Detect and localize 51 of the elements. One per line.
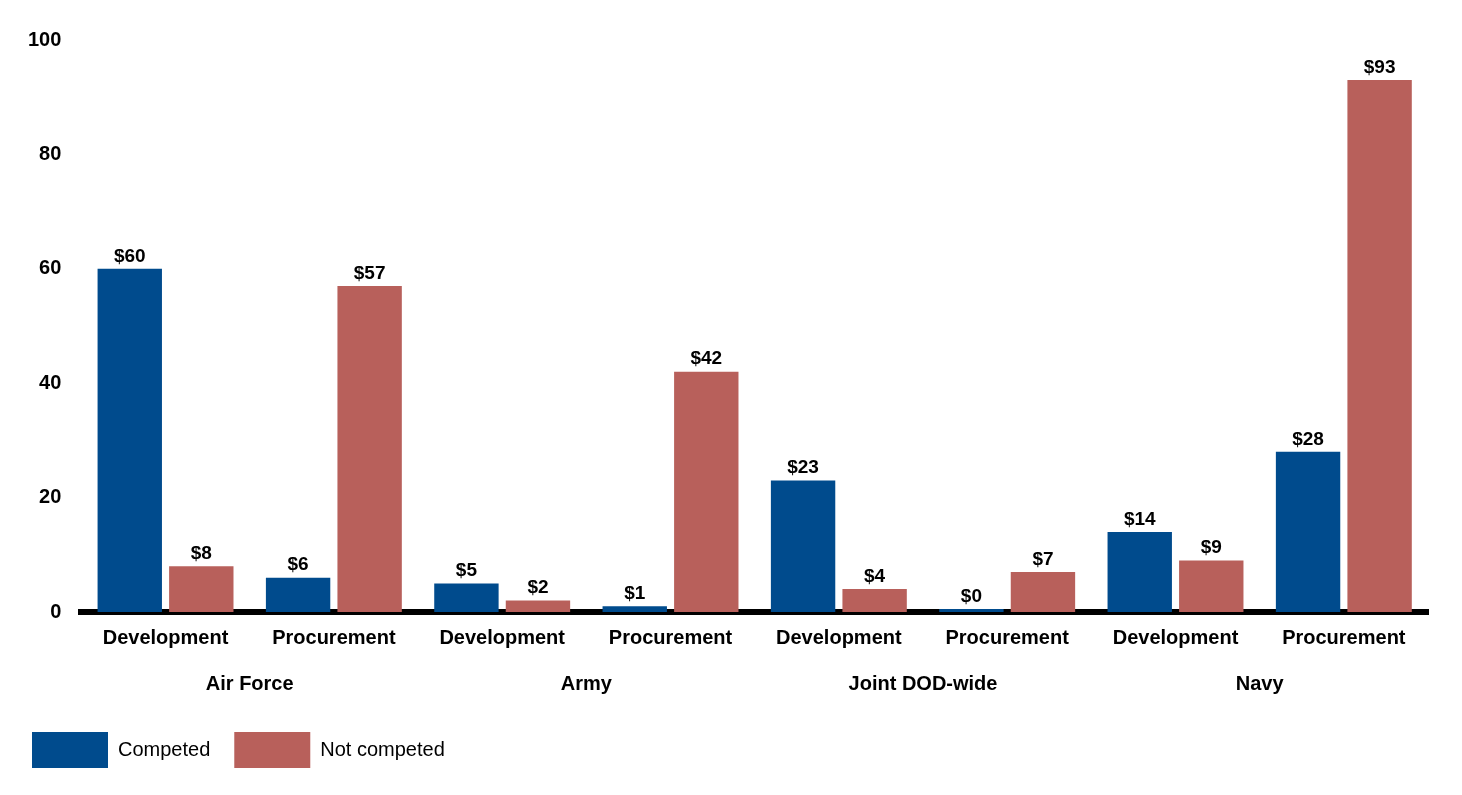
- text: Joint DOD-wide: [848, 671, 998, 694]
- bar: [1275, 451, 1341, 612]
- y-tick-label: 40: [39, 370, 62, 393]
- data-label: $93: [1363, 55, 1396, 77]
- bar: [434, 583, 499, 612]
- bar: [265, 577, 331, 612]
- x-tick-label: Procurement: [945, 625, 1070, 648]
- data-label: $57: [353, 261, 386, 283]
- data-label: $60: [113, 244, 146, 266]
- data-label: $42: [690, 347, 723, 369]
- data-label: $23: [787, 456, 819, 478]
- data-label: $28: [1292, 427, 1324, 449]
- bar: [842, 589, 907, 612]
- text: Navy: [1235, 671, 1285, 694]
- data-label: $14: [1123, 507, 1157, 529]
- data-label: $5: [455, 559, 478, 581]
- text: Air Force: [205, 671, 294, 694]
- data-label: $0: [960, 584, 982, 606]
- y-tick-label: 80: [39, 141, 62, 164]
- bar: [505, 600, 571, 612]
- x-tick-label: Development: [776, 625, 902, 648]
- bar: [1347, 80, 1412, 612]
- bar: [1179, 560, 1244, 612]
- x-tick-label: Procurement: [1282, 625, 1406, 648]
- bar: [674, 371, 739, 612]
- x-tick-label: Development: [439, 625, 566, 648]
- x-tick-label: Procurement: [272, 625, 396, 648]
- bar: [602, 606, 667, 612]
- data-label: $1: [624, 582, 646, 604]
- x-tick-label: Development: [1112, 625, 1239, 648]
- legend-label: Not competed: [320, 737, 445, 760]
- data-label: $7: [1032, 547, 1054, 569]
- y-tick-label: 100: [27, 27, 62, 50]
- x-tick-label: Procurement: [608, 625, 733, 648]
- data-label: $4: [864, 564, 886, 586]
- data-label: $2: [527, 576, 549, 598]
- bar: [97, 268, 162, 612]
- bar: [1010, 571, 1076, 612]
- data-label: $6: [287, 553, 309, 575]
- bar: [1107, 531, 1172, 612]
- bar: [337, 285, 402, 612]
- data-label: $9: [1200, 536, 1222, 558]
- data-label: $8: [190, 541, 212, 563]
- y-tick-label: 60: [39, 256, 62, 279]
- bar: [770, 480, 836, 612]
- legend-label: Competed: [118, 737, 211, 760]
- x-tick-label: Development: [102, 625, 229, 648]
- bar: [169, 566, 234, 612]
- text: Army: [560, 671, 613, 694]
- y-tick-label: 0: [50, 599, 62, 622]
- y-tick-label: 20: [39, 485, 62, 508]
